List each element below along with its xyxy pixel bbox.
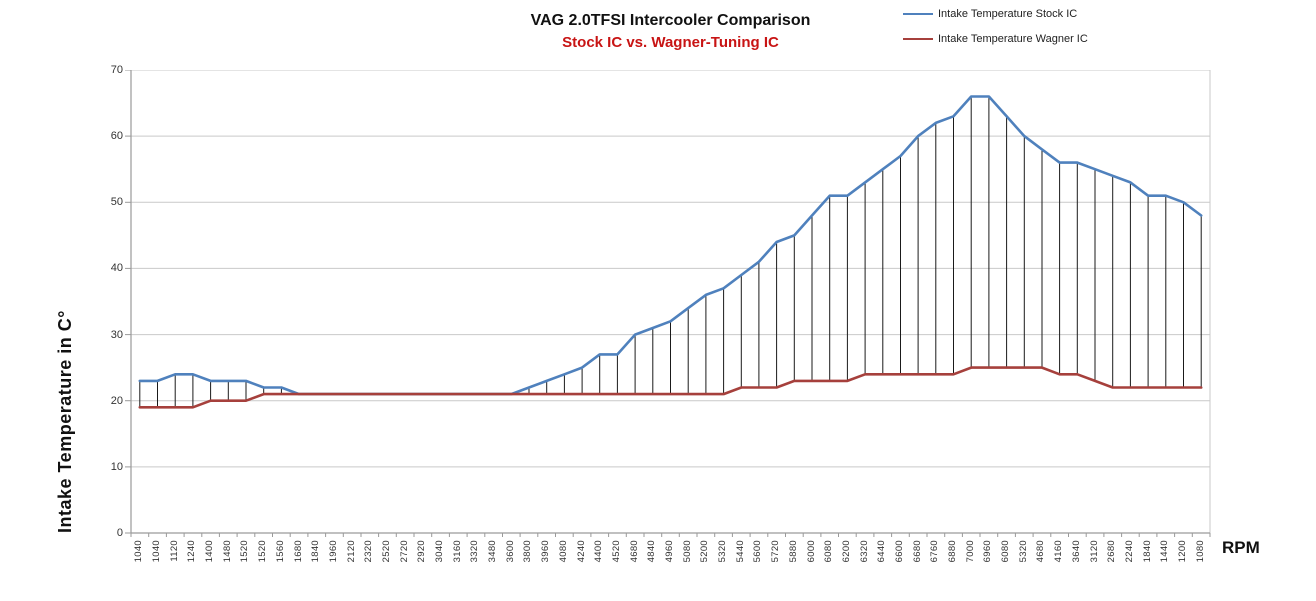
series-wagner-ic-line xyxy=(138,366,1203,409)
x-tick-label: 1560 xyxy=(274,540,286,563)
x-tick-label: 2240 xyxy=(1123,540,1135,563)
x-tick-label: 5440 xyxy=(734,540,746,563)
x-tick-label: 4080 xyxy=(557,540,569,563)
x-tick-label: 2920 xyxy=(416,540,428,563)
x-tick-label: 4400 xyxy=(593,540,605,563)
x-tick-label: 3800 xyxy=(522,540,534,563)
high-low-lines xyxy=(139,96,1202,408)
x-tick-label: 7000 xyxy=(964,540,976,563)
x-tick-label: 6600 xyxy=(893,540,905,563)
x-axis-title: RPM xyxy=(1222,538,1260,557)
x-tick-label: 6760 xyxy=(929,540,941,563)
x-tick-label: 4960 xyxy=(664,540,675,563)
x-tick-label: 2720 xyxy=(398,540,410,563)
legend-item-stock: Intake Temperature Stock IC xyxy=(903,8,1088,20)
x-tick-label: 2320 xyxy=(363,540,375,563)
x-tick-label: 1840 xyxy=(1141,540,1153,563)
x-tick-label: 1080 xyxy=(1194,540,1206,563)
y-tick-label: 70 xyxy=(110,64,123,76)
x-tick-label: 6000 xyxy=(805,540,817,563)
x-tick-label: 1680 xyxy=(292,540,304,563)
x-tick-label: 2680 xyxy=(1106,540,1118,563)
x-tick-label: 1240 xyxy=(186,540,198,563)
x-tick-label: 5080 xyxy=(681,540,693,563)
x-tick-label: 3160 xyxy=(451,540,463,563)
x-tick-label: 6080 xyxy=(1000,540,1012,563)
x-tick-label: 5880 xyxy=(787,540,799,563)
x-tick-label: 1960 xyxy=(327,540,339,563)
x-tick-label: 6680 xyxy=(911,540,923,563)
y-tick-label: 10 xyxy=(110,460,123,473)
x-tick-label: 3480 xyxy=(487,540,499,563)
x-tick-label: 5600 xyxy=(752,540,764,563)
x-tick-label: 3040 xyxy=(434,540,446,563)
x-tick-label: 1400 xyxy=(204,540,216,563)
y-tick-label: 20 xyxy=(110,394,123,407)
x-tick-label: 4680 xyxy=(628,540,640,563)
legend: Intake Temperature Stock IC Intake Tempe… xyxy=(903,8,1088,45)
x-tick-label: 5720 xyxy=(770,540,782,563)
x-tick-label: 2120 xyxy=(345,540,357,563)
x-tick-label: 4240 xyxy=(575,540,587,563)
x-tick-label: 1840 xyxy=(310,540,322,563)
x-tick-label: 4520 xyxy=(610,540,622,563)
stock-line-swatch-icon xyxy=(903,13,933,15)
x-tick-label: 3960 xyxy=(540,540,552,563)
x-tick-label: 6960 xyxy=(982,540,994,563)
legend-label-stock: Intake Temperature Stock IC xyxy=(938,8,1078,20)
x-tick-label: 6440 xyxy=(876,540,888,563)
x-tick-label: 1200 xyxy=(1176,540,1188,563)
x-tick-label: 1520 xyxy=(239,540,251,563)
y-axis-title: Intake Temperature in C° xyxy=(55,310,75,533)
x-tick-label: 1040 xyxy=(151,540,163,563)
x-tick-label: 1440 xyxy=(1159,540,1171,563)
y-tick-label: 40 xyxy=(110,262,123,275)
x-tick-label: 3600 xyxy=(504,540,516,563)
x-tick-label: 5320 xyxy=(1017,540,1029,563)
x-tick-label: 1520 xyxy=(257,540,269,563)
legend-item-wagner: Intake Temperature Wagner IC xyxy=(903,33,1088,45)
x-tick-label: 5200 xyxy=(699,540,711,563)
x-tick-label: 6080 xyxy=(823,540,835,563)
y-tick-label: 30 xyxy=(110,328,123,341)
x-tick-label: 1480 xyxy=(221,540,233,563)
x-tick-label: 4160 xyxy=(1053,540,1065,563)
x-tick-label: 6320 xyxy=(858,540,870,563)
x-tick-label: 3640 xyxy=(1070,540,1082,563)
x-tick-label: 1120 xyxy=(168,540,180,562)
y-tick-label: 50 xyxy=(110,196,123,209)
x-tick-label: 6880 xyxy=(947,540,959,563)
x-tick-label: 2520 xyxy=(380,540,392,563)
y-tick-label: 60 xyxy=(110,130,123,143)
x-tick-label: 3120 xyxy=(1088,540,1100,563)
x-tick-label: 3320 xyxy=(469,540,481,563)
axis-ticks xyxy=(125,70,1211,537)
y-tick-label: 0 xyxy=(116,527,123,539)
wagner-line-swatch-icon xyxy=(903,38,933,40)
x-tick-label: 4680 xyxy=(1035,540,1047,563)
x-tick-label: 1040 xyxy=(133,540,145,563)
x-tick-label: 4840 xyxy=(646,540,658,563)
x-tick-label: 5320 xyxy=(717,540,729,563)
x-tick-label: 6200 xyxy=(840,540,852,563)
chart-plot-area xyxy=(125,70,1211,537)
legend-label-wagner: Intake Temperature Wagner IC xyxy=(938,33,1088,45)
